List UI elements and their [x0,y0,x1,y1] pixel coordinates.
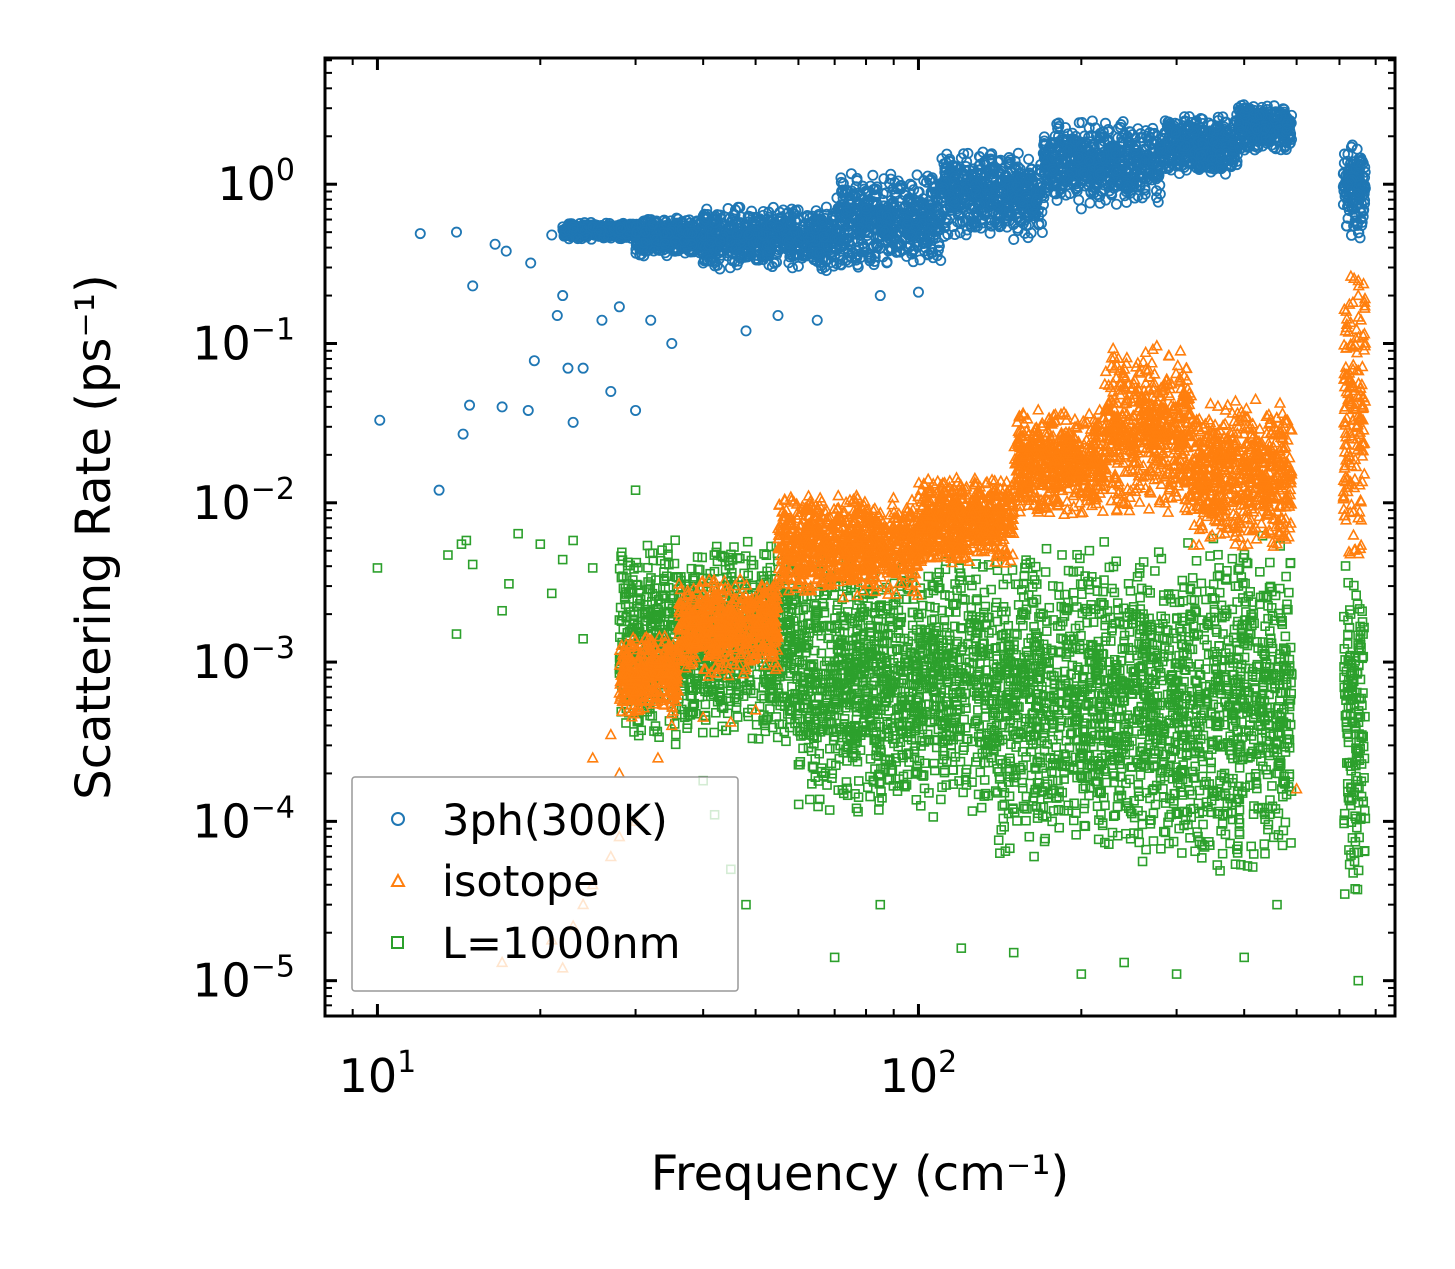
marker-square [671,729,681,740]
marker-square [639,607,650,618]
marker-square [670,739,681,750]
marker-square [653,605,664,615]
marker-square [760,726,771,737]
marker-square [751,719,762,730]
marker-square [747,733,758,744]
marker-square [785,668,796,679]
marker-square [621,573,632,583]
marker-square [643,562,653,573]
marker-square [766,541,776,552]
marker-square [711,547,721,558]
marker-square [709,550,720,560]
marker-square [618,624,629,635]
marker-square [763,679,773,689]
marker-square [709,727,720,738]
marker-square [647,711,658,721]
marker-square [663,549,673,560]
marker-square [738,691,749,701]
marker-square [669,558,680,569]
marker-square [746,555,757,566]
marker-square [783,637,794,647]
marker-square [777,719,788,730]
marker-square [629,727,639,737]
marker-square [758,571,769,581]
marker-square [725,681,736,691]
marker-square [761,550,772,561]
marker-square [715,684,725,694]
marker-square [732,712,743,722]
marker-square [621,718,631,728]
marker-square [625,587,636,597]
marker-square [654,732,664,743]
marker-square [781,600,792,610]
marker-square [670,535,680,546]
marker-square [698,684,709,694]
marker-square [765,562,776,573]
marker-square [650,721,661,731]
marker-square [731,702,742,713]
marker-square [664,559,674,570]
marker-square [715,691,726,701]
marker-square [616,572,627,583]
marker-square [710,678,720,689]
marker-square [759,693,769,704]
marker-square [742,536,753,547]
marker-square [765,704,775,714]
marker-square [635,594,646,605]
marker-square [667,593,677,604]
marker-square [661,571,672,582]
marker-square [727,567,737,578]
marker-square [615,602,626,613]
marker-square [705,691,716,701]
marker-square [631,557,642,568]
marker-square [640,610,651,620]
marker-square [697,552,707,563]
marker-square [759,549,769,559]
marker-square [671,572,682,582]
data-markers [372,99,1372,986]
marker-square [731,697,742,707]
marker-square [629,564,639,574]
marker-square [753,734,764,744]
marker-square [650,607,661,618]
marker-square [620,599,631,610]
marker-square [697,727,708,738]
marker-square [782,657,793,667]
marker-square [700,699,711,710]
marker-square [766,693,776,704]
